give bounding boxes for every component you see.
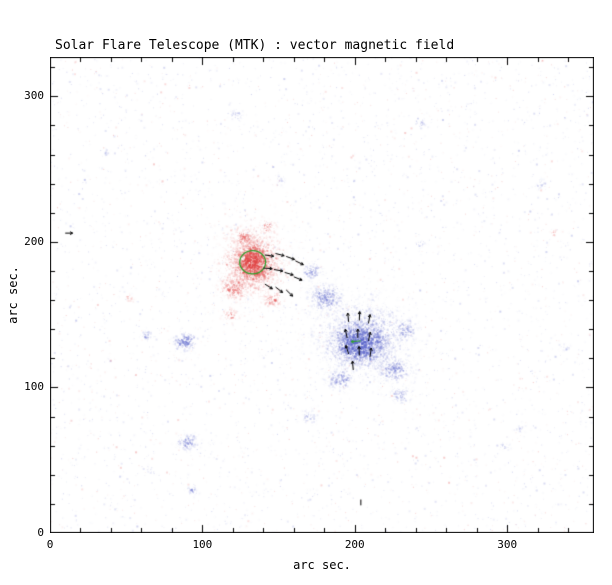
x-tick-label: 200 — [344, 538, 365, 551]
y-tick-label: 100 — [24, 380, 44, 394]
x-tick-label: 300 — [497, 538, 518, 551]
y-tick-label: 0 — [37, 526, 44, 539]
y-tick-label: 300 — [24, 89, 44, 103]
magnetogram-plot-canvas — [50, 57, 594, 533]
x-tick-label: 100 — [192, 538, 213, 551]
y-axis-label: arc sec. — [6, 266, 20, 324]
y-tick-label: 200 — [24, 234, 44, 248]
x-tick-label: 0 — [46, 538, 54, 551]
x-axis-label: arc sec. — [293, 558, 351, 572]
figure-title-line1: Solar Flare Telescope (MTK) : vector mag… — [55, 38, 455, 53]
